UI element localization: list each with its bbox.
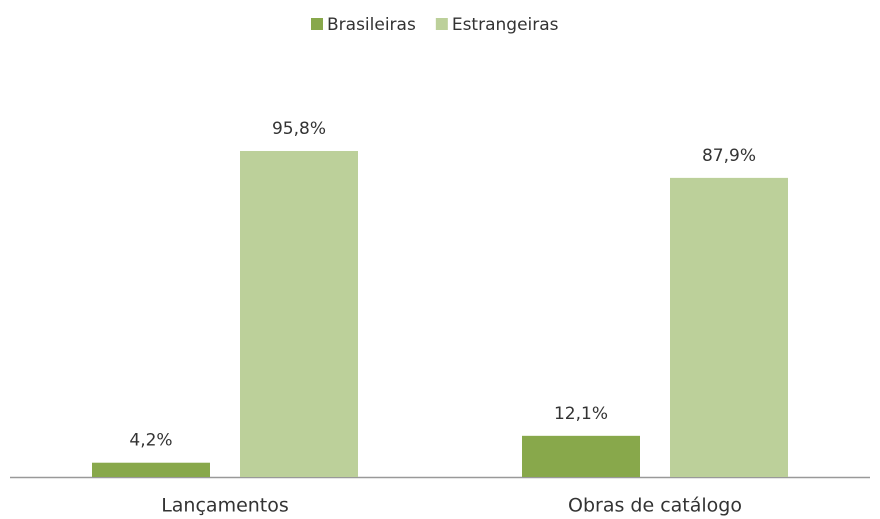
bar (670, 177, 788, 478)
value-label: 12,1% (554, 404, 608, 424)
legend-label: Brasileiras (327, 15, 416, 35)
legend-label: Estrangeiras (452, 15, 559, 35)
legend-swatch (435, 18, 448, 30)
bar (522, 435, 640, 477)
value-label: 95,8% (272, 119, 326, 139)
bar (240, 150, 358, 477)
x-tick-label: Lançamentos (161, 495, 289, 517)
bar (92, 462, 210, 477)
value-label: 87,9% (702, 146, 756, 166)
value-label: 4,2% (129, 431, 172, 451)
x-tick-label: Obras de catálogo (568, 495, 742, 517)
legend-swatch (311, 18, 323, 30)
